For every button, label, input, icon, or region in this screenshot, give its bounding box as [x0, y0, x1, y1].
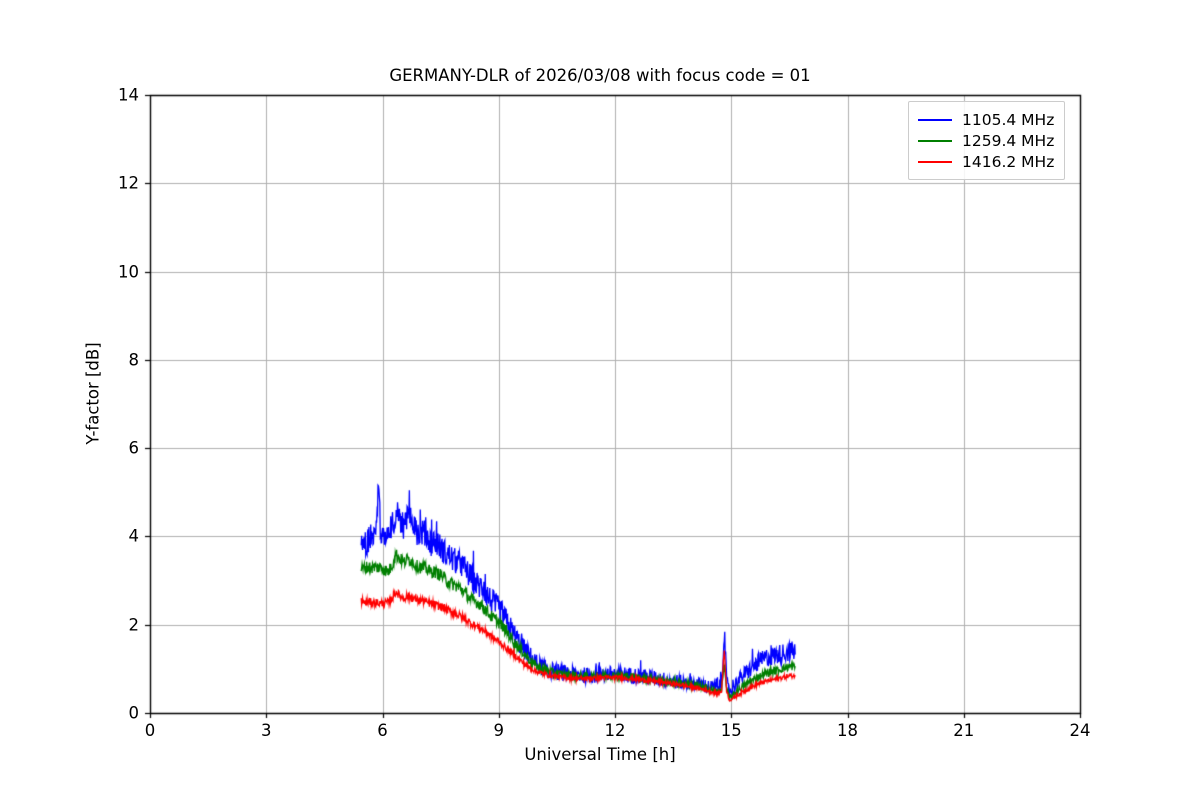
- x-tick-label: 0: [144, 721, 156, 740]
- x-tick-label: 9: [493, 721, 505, 740]
- x-tick-label: 12: [604, 721, 626, 740]
- chart-title: GERMANY-DLR of 2026/03/08 with focus cod…: [389, 66, 811, 85]
- x-tick-label: 15: [720, 721, 742, 740]
- legend-swatch-series-2: [918, 160, 952, 163]
- x-tick-label: 3: [261, 721, 272, 740]
- legend-label-series-2: 1416.2 MHz: [962, 152, 1055, 171]
- legend-swatch-series-1: [918, 139, 952, 142]
- legend-item: 1259.4 MHz: [918, 130, 1054, 151]
- legend: 1105.4 MHz 1259.4 MHz 1416.2 MHz: [908, 101, 1066, 180]
- legend-item: 1105.4 MHz: [918, 109, 1054, 130]
- y-tick-label: 0: [128, 703, 140, 723]
- x-axis-label: Universal Time [h]: [524, 745, 676, 764]
- y-tick-label: 6: [128, 438, 140, 458]
- y-tick-label: 2: [128, 615, 140, 635]
- legend-swatch-series-0: [918, 118, 952, 121]
- y-tick-label: 10: [118, 262, 139, 282]
- y-tick-label: 4: [128, 526, 140, 546]
- legend-label-series-1: 1259.4 MHz: [962, 131, 1055, 150]
- y-axis-label: Y-factor [dB]: [83, 342, 103, 445]
- x-tick-label: 6: [377, 721, 388, 740]
- y-tick-label: 8: [128, 350, 140, 370]
- legend-item: 1416.2 MHz: [918, 151, 1054, 172]
- x-tick-label: 21: [953, 721, 975, 740]
- y-tick-label: 14: [118, 85, 139, 105]
- y-tick-label: 12: [118, 173, 139, 193]
- legend-label-series-0: 1105.4 MHz: [962, 110, 1055, 129]
- x-tick-label: 18: [837, 721, 858, 740]
- x-tick-label: 24: [1069, 721, 1091, 740]
